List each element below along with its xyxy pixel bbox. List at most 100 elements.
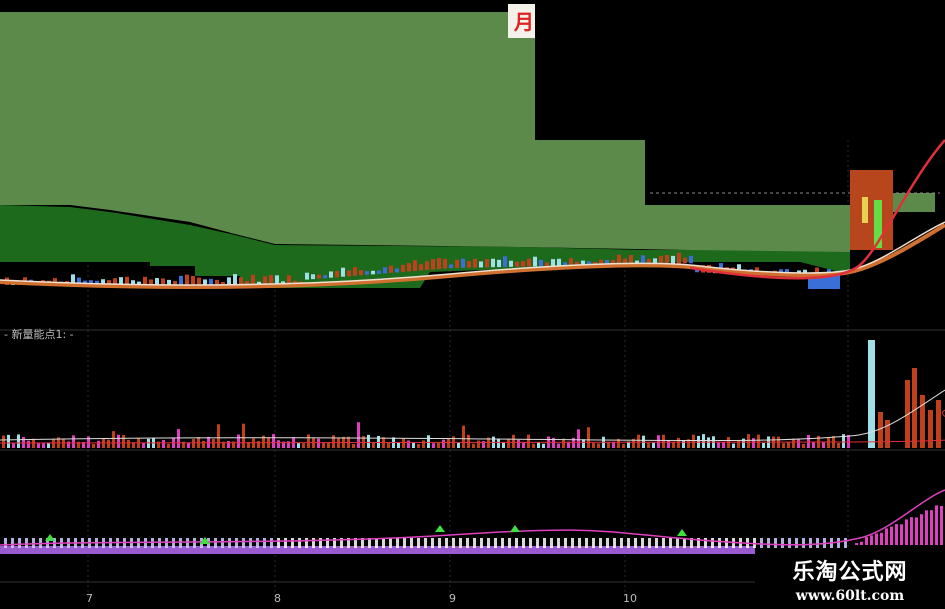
volume-bar [272,434,275,448]
oscillator-bar [935,505,938,545]
candle [629,254,633,265]
watermark: 乐淘公式网 www.60lt.com [755,548,945,609]
candle [551,259,555,266]
oscillator-bar [214,538,217,548]
candle [107,280,111,285]
volume-bar [502,442,505,448]
volume-bar [692,434,695,448]
volume-bar [672,441,675,448]
candle [269,275,273,285]
volume-bar [542,443,545,448]
volume-indicator-label: - 新量能点1: - [4,328,74,341]
oscillator-bar [940,505,943,545]
candle [449,264,453,269]
volume-bar [587,427,590,448]
candle [389,265,393,273]
candle [329,271,333,278]
volume-bar [422,440,425,448]
volume-bar [517,439,520,448]
candle [233,274,237,285]
volume-bar [122,434,125,448]
volume-bar [912,368,917,448]
candle [473,258,477,268]
oscillator-bar [333,538,336,548]
volume-bar [277,440,280,448]
candle [485,259,489,268]
oscillator-band [0,546,755,554]
volume-bar [12,443,15,448]
oscillator-bar [179,538,182,548]
oscillator-bar [256,538,259,548]
oscillator-bar [473,538,476,548]
signal-marker [45,534,55,541]
candle [341,267,345,277]
oscillator-bar [326,538,329,548]
volume-bar [562,438,565,448]
oscillator-bar [508,538,511,548]
volume-bar [37,443,40,448]
watermark-title: 乐淘公式网 [792,560,908,585]
candle [653,258,657,264]
oscillator-bar [501,538,504,548]
volume-bar [212,438,215,448]
volume-bar [878,412,883,448]
volume-bar [557,443,560,448]
volume-bar [17,434,20,448]
watermark-url: www.60lt.com [795,588,905,604]
volume-bar [147,438,150,448]
volume-bar [257,441,260,448]
volume-bar [357,422,360,448]
volume-bar [868,340,875,448]
oscillator-bar [438,538,441,548]
volume-bar [367,434,370,448]
oscillator-bar [25,538,28,548]
volume-bar [572,437,575,448]
volume-bar [742,438,745,448]
volume-bar [262,435,265,448]
volume-bar [467,434,470,448]
volume-bar [117,434,120,448]
oscillator-bar [895,524,898,545]
candle [113,278,117,285]
ma-line [689,139,945,280]
volume-bar [920,395,925,448]
volume-bar [192,439,195,448]
oscillator-bar [221,538,224,548]
signal-marker [677,529,687,536]
oscillator-bar [459,538,462,548]
volume-bar [7,434,10,448]
candle [191,276,195,285]
candle [425,261,429,270]
signal-marker [435,525,445,532]
volume-bar [657,435,660,448]
volume-bar [532,443,535,448]
volume-bar [597,443,600,448]
volume-bar [362,436,365,448]
oscillator-bar [389,538,392,548]
candle [527,258,531,267]
candle [383,267,387,274]
candle [569,258,573,266]
volume-bar [462,425,465,448]
candle [155,278,159,285]
volume-bar [112,431,115,448]
volume-bar [52,439,55,448]
oscillator-bar [795,538,798,548]
oscillator-bar [172,538,175,548]
candle [203,279,207,285]
volume-bar [107,439,110,448]
x-tick-label: 7 [86,592,93,605]
oscillator-bar [228,538,231,548]
volume-bar [302,443,305,448]
oscillator-bar [249,538,252,548]
oscillator-bar [361,538,364,548]
candle [365,271,369,275]
volume-bar [477,440,480,448]
candle [95,280,99,285]
volume-bar [837,442,840,448]
oscillator-bar [305,538,308,548]
oscillator-bar [396,538,399,548]
volume-bar [677,437,680,448]
volume-bar [322,442,325,448]
volume-bar [407,440,410,448]
